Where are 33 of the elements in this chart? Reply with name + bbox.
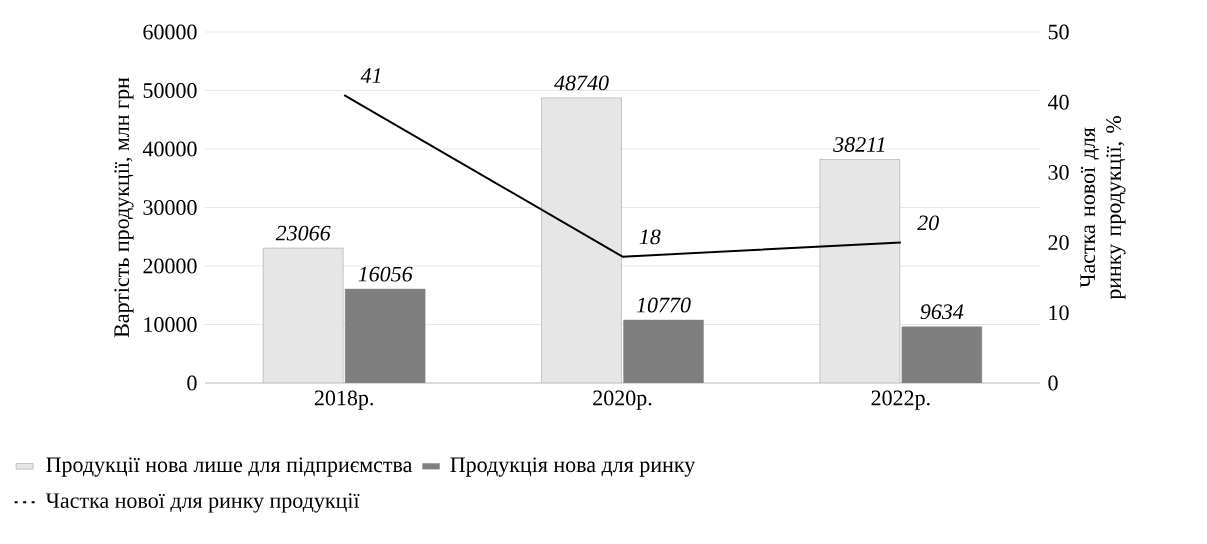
data-label: 16056 [358,266,413,282]
y-axis-title: Вартість продукції, млн грн [114,77,134,338]
y-tick-label: 30000 [143,200,197,215]
data-label: 41 [360,68,381,83]
bar [263,248,344,383]
data-label: 9634 [920,304,964,320]
y2-tick-label: 30 [1048,164,1069,180]
bar [819,159,901,383]
y2-tick-label: 0 [1048,375,1058,391]
y2-tick-label: 10 [1049,305,1069,321]
x-tick-label: 2020р. [593,390,652,410]
data-label: 18 [639,229,661,245]
data-label: 38211 [833,137,885,152]
legend-label: Продукція нова для ринку [450,457,696,477]
data-label: 48740 [554,75,609,91]
legend-label: Продукції нова лише для підприємства [46,457,413,477]
y-tick-label: 0 [187,375,197,391]
data-label: 23066 [275,225,331,241]
y-tick-label: 60000 [143,24,197,40]
x-tick-label: 2022р. [871,390,930,410]
y-tick-label: 10000 [144,317,197,332]
legend-label: Частка нової для ринку продукції [45,493,360,513]
y-tick-label: 50000 [143,83,197,98]
x-tick-label: 2018р. [314,390,373,410]
y2-tick-label: 40 [1047,94,1069,110]
bar [541,97,622,383]
y2-tick-label: 50 [1048,24,1069,40]
y-tick-label: 20000 [143,258,197,274]
data-label: 20 [917,215,939,231]
data-label: 10770 [636,297,691,313]
y2-axis-title: Частка нової для ринку продукції, % [1080,116,1126,300]
y2-tick-label: 20 [1048,235,1069,251]
y-tick-label: 40000 [142,141,197,157]
